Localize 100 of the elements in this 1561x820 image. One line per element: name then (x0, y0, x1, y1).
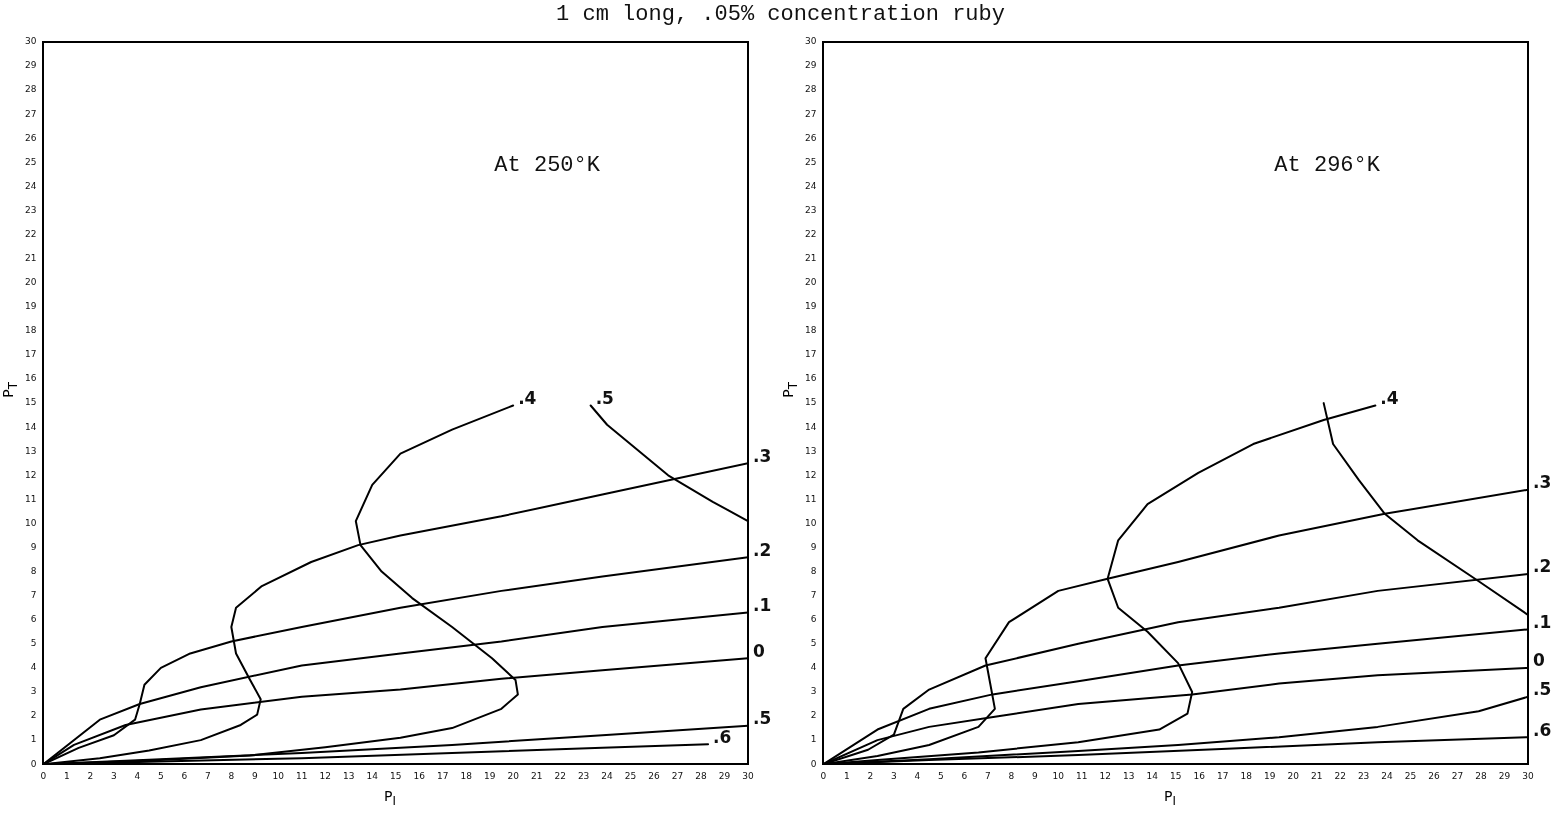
series-label: .6 (713, 726, 732, 747)
y-tick-label: 19 (25, 301, 37, 312)
y-tick-label: 15 (25, 397, 37, 408)
x-tick-label: 29 (1498, 770, 1511, 781)
y-tick-label: 3 (810, 686, 817, 697)
y-tick-label: 25 (25, 156, 37, 167)
x-tick-label: 26 (1428, 770, 1441, 781)
x-tick-label: 21 (530, 770, 543, 781)
y-tick-label: 24 (805, 180, 817, 191)
y-tick-label: 21 (25, 253, 37, 263)
x-tick-label: 18 (1240, 770, 1253, 781)
y-tick-label: 21 (805, 253, 817, 263)
x-tick-label: 5 (158, 770, 164, 781)
y-tick-label: 25 (805, 156, 817, 167)
y-tick-label: 5 (810, 638, 817, 649)
x-tick-label: 15 (390, 770, 402, 781)
y-tick-label: 30 (25, 36, 37, 47)
y-tick-label: 13 (25, 445, 37, 456)
series-label: .3 (753, 445, 772, 466)
y-tick-label: 18 (25, 325, 37, 336)
series-label: .4 (518, 387, 537, 408)
y-tick-label: 24 (25, 180, 37, 191)
x-tick-label: 13 (1123, 770, 1135, 781)
x-tick-label: 22 (554, 770, 566, 781)
x-tick-label: 2 (867, 770, 874, 781)
x-tick-label: 19 (1263, 770, 1276, 781)
y-tick-label: 1 (810, 734, 817, 745)
series-label: 0 (1533, 650, 1545, 671)
y-tick-label: 17 (25, 349, 37, 360)
series-label: .5 (595, 387, 614, 408)
series-label: .2 (1533, 556, 1552, 577)
x-tick-label: 23 (1357, 770, 1370, 781)
y-tick-label: 7 (810, 590, 817, 601)
x-tick-label: 23 (577, 770, 590, 781)
y-tick-label: 17 (805, 349, 817, 360)
y-tick-label: 14 (25, 421, 37, 432)
x-tick-label: 1 (844, 770, 850, 781)
y-tick-label: 20 (25, 277, 37, 288)
y-tick-label: 10 (805, 517, 817, 528)
y-tick-label: 28 (805, 84, 817, 95)
y-tick-label: 30 (805, 36, 817, 47)
x-tick-label: 30 (742, 770, 754, 781)
x-tick-label: 12 (1099, 770, 1111, 781)
series-label: .1 (753, 594, 772, 615)
y-tick-label: 9 (810, 541, 817, 552)
y-tick-label: 1 (30, 734, 37, 745)
x-tick-label: 22 (1334, 770, 1346, 781)
x-tick-label: 14 (1146, 770, 1159, 781)
y-tick-label: 12 (25, 469, 37, 480)
x-tick-label: 20 (507, 770, 520, 781)
x-tick-label: 27 (671, 770, 684, 781)
y-tick-label: 0 (810, 758, 817, 769)
y-tick-label: 11 (25, 493, 37, 504)
y-tick-label: 22 (25, 228, 37, 239)
annotation: At 296°K (1274, 152, 1381, 178)
y-tick-label: 12 (805, 469, 817, 480)
x-tick-label: 3 (111, 770, 117, 781)
x-tick-label: 28 (1475, 770, 1488, 781)
x-tick-label: 11 (296, 770, 308, 781)
series-label: .5 (753, 708, 772, 729)
x-tick-label: 5 (938, 770, 944, 781)
y-tick-label: 6 (30, 614, 37, 625)
x-tick-label: 24 (601, 770, 614, 781)
y-tick-label: 10 (25, 517, 37, 528)
series-label: .3 (1533, 472, 1552, 493)
x-tick-label: 7 (204, 770, 211, 781)
y-tick-label: 15 (805, 397, 817, 408)
y-tick-label: 29 (805, 60, 817, 71)
y-tick-label: 11 (805, 493, 817, 504)
y-tick-label: 8 (810, 565, 817, 576)
x-tick-label: 19 (483, 770, 496, 781)
y-tick-label: 9 (30, 541, 37, 552)
x-tick-label: 0 (40, 770, 47, 781)
x-tick-label: 17 (1216, 770, 1229, 781)
x-tick-label: 12 (319, 770, 331, 781)
x-tick-label: 27 (1451, 770, 1464, 781)
y-tick-label: 5 (30, 638, 37, 649)
x-tick-label: 3 (891, 770, 897, 781)
x-tick-label: 17 (436, 770, 449, 781)
x-tick-label: 20 (1287, 770, 1300, 781)
x-tick-label: 25 (1404, 770, 1417, 781)
x-tick-label: 2 (87, 770, 94, 781)
y-tick-label: 3 (30, 686, 37, 697)
x-tick-label: 4 (914, 770, 921, 781)
y-tick-label: 23 (805, 204, 817, 215)
x-tick-label: 9 (1031, 770, 1038, 781)
y-tick-label: 29 (25, 60, 37, 71)
series-label: .4 (1380, 387, 1399, 408)
chart-title: 1 cm long, .05% concentration ruby (555, 2, 1006, 27)
x-tick-label: 8 (1008, 770, 1015, 781)
y-tick-label: 27 (25, 108, 37, 119)
y-tick-label: 26 (25, 132, 37, 143)
x-tick-label: 13 (343, 770, 355, 781)
x-tick-label: 14 (366, 770, 379, 781)
x-tick-label: 16 (413, 770, 426, 781)
series-label: .1 (1533, 611, 1552, 632)
x-tick-label: 18 (460, 770, 473, 781)
x-tick-label: 9 (251, 770, 258, 781)
series-label: .2 (753, 539, 772, 560)
y-tick-label: 23 (25, 204, 37, 215)
